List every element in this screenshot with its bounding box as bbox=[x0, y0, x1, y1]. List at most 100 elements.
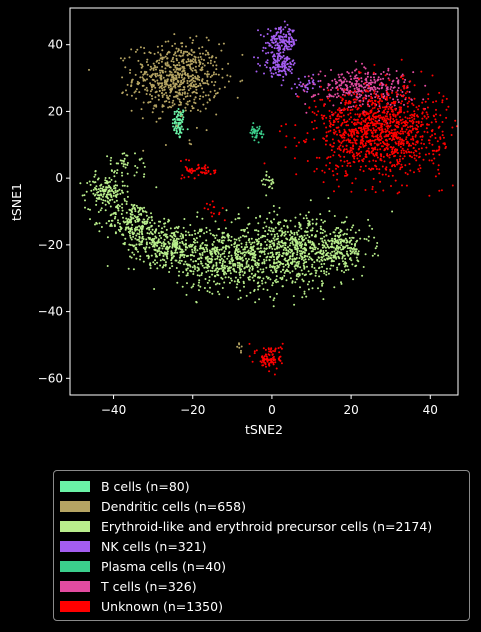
data-point bbox=[145, 222, 148, 225]
data-point bbox=[237, 253, 240, 256]
data-point bbox=[371, 107, 374, 110]
data-point bbox=[385, 112, 388, 115]
data-point bbox=[172, 85, 175, 88]
data-point bbox=[287, 249, 290, 252]
data-point bbox=[201, 46, 204, 49]
data-point bbox=[375, 93, 378, 96]
data-point bbox=[407, 144, 410, 147]
data-point bbox=[382, 71, 385, 73]
data-point bbox=[150, 74, 153, 77]
data-point bbox=[421, 123, 424, 126]
data-point bbox=[341, 98, 344, 101]
data-point bbox=[186, 246, 189, 249]
data-point bbox=[262, 270, 265, 273]
data-point bbox=[179, 131, 182, 134]
data-point bbox=[204, 262, 207, 265]
data-point bbox=[274, 270, 277, 273]
data-point bbox=[332, 123, 335, 126]
data-point bbox=[363, 96, 366, 99]
data-point bbox=[411, 102, 414, 105]
data-point bbox=[286, 225, 289, 228]
x-tick-label: −40 bbox=[101, 403, 126, 417]
data-point bbox=[402, 94, 404, 97]
data-point bbox=[390, 146, 393, 149]
data-point bbox=[138, 229, 141, 232]
data-point bbox=[344, 237, 347, 240]
data-point bbox=[232, 264, 235, 267]
data-point bbox=[361, 112, 364, 115]
data-point bbox=[437, 168, 440, 171]
data-point bbox=[389, 96, 392, 99]
data-point bbox=[175, 230, 178, 233]
data-point bbox=[114, 189, 117, 192]
data-point bbox=[394, 151, 397, 153]
data-point bbox=[303, 261, 306, 264]
data-point bbox=[148, 232, 151, 235]
data-point bbox=[116, 207, 119, 210]
data-point bbox=[270, 269, 273, 272]
data-point bbox=[410, 98, 413, 101]
data-point bbox=[398, 160, 401, 163]
data-point bbox=[360, 117, 363, 120]
data-point bbox=[359, 113, 362, 116]
data-point bbox=[297, 242, 299, 245]
data-point bbox=[284, 247, 287, 250]
data-point bbox=[397, 101, 400, 104]
data-point bbox=[378, 122, 381, 125]
data-point bbox=[179, 55, 182, 58]
data-point bbox=[346, 164, 349, 167]
data-point bbox=[162, 264, 165, 267]
data-point bbox=[130, 203, 133, 206]
data-point bbox=[367, 87, 370, 90]
y-tick-label: −40 bbox=[38, 305, 63, 319]
data-point bbox=[245, 262, 248, 265]
data-point bbox=[221, 231, 224, 234]
data-point bbox=[289, 234, 291, 236]
data-point bbox=[274, 61, 277, 64]
data-point bbox=[296, 253, 299, 256]
data-point bbox=[294, 225, 297, 228]
data-point bbox=[251, 268, 254, 271]
data-point bbox=[167, 74, 170, 77]
data-point bbox=[391, 89, 394, 92]
data-point bbox=[209, 90, 212, 93]
data-point bbox=[377, 143, 380, 146]
data-point bbox=[246, 246, 249, 248]
data-point bbox=[401, 77, 404, 80]
data-point bbox=[328, 168, 331, 170]
data-point bbox=[350, 259, 353, 262]
data-point bbox=[102, 185, 105, 188]
data-point bbox=[204, 172, 207, 175]
data-point bbox=[379, 78, 382, 81]
data-point bbox=[178, 259, 181, 262]
data-point bbox=[157, 239, 160, 242]
data-point bbox=[401, 139, 404, 142]
data-point bbox=[145, 71, 148, 74]
data-point bbox=[384, 167, 387, 170]
data-point bbox=[340, 244, 343, 247]
data-point bbox=[274, 348, 277, 351]
data-point bbox=[188, 234, 191, 237]
data-point bbox=[270, 39, 273, 42]
data-point bbox=[259, 244, 262, 247]
data-point bbox=[138, 240, 141, 243]
data-point bbox=[188, 80, 191, 83]
data-point bbox=[237, 248, 240, 251]
data-point bbox=[156, 244, 159, 247]
data-point bbox=[327, 197, 330, 200]
data-point bbox=[338, 263, 340, 266]
data-point bbox=[355, 95, 358, 98]
data-point bbox=[171, 104, 174, 107]
data-point bbox=[197, 167, 200, 170]
data-point bbox=[408, 91, 411, 93]
data-point bbox=[266, 33, 269, 35]
data-point bbox=[427, 115, 430, 118]
data-point bbox=[348, 141, 351, 143]
data-point bbox=[357, 96, 359, 99]
data-point bbox=[122, 163, 125, 166]
data-point bbox=[373, 92, 376, 95]
data-point bbox=[177, 114, 180, 117]
data-point bbox=[374, 73, 377, 75]
data-point bbox=[156, 66, 159, 69]
data-point bbox=[235, 245, 238, 248]
